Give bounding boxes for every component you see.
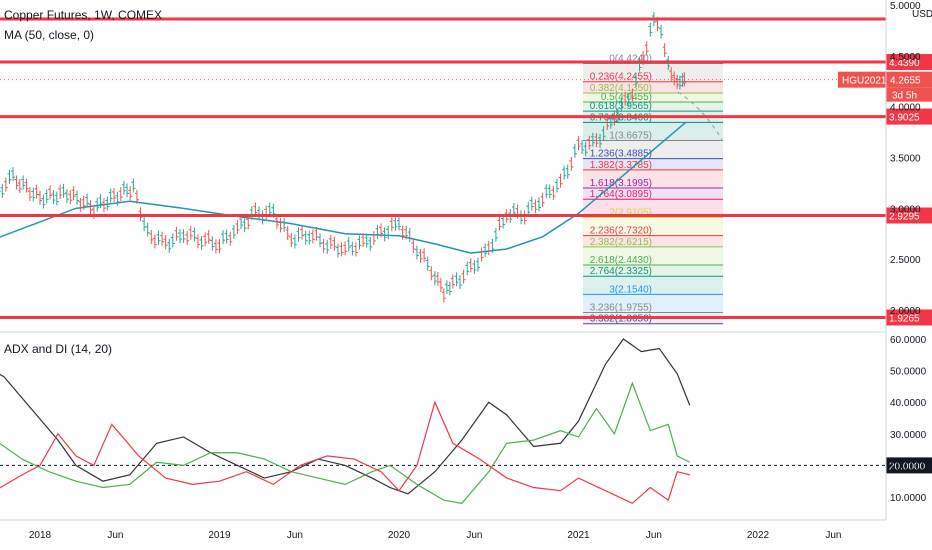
ma-legend: MA (50, close, 0): [4, 28, 94, 42]
fib-level-label: 2.764(2.3325): [590, 266, 652, 277]
fib-zone: [583, 92, 723, 103]
countdown-label: 3d 5h: [892, 91, 917, 102]
price-axis-tick: 2.0000: [890, 306, 921, 317]
adx-pane[interactable]: 20.0000: [0, 338, 932, 505]
fib-zone: [583, 246, 723, 265]
ma-50-line: [0, 121, 687, 254]
level-price-badge: [886, 54, 932, 71]
price-axis-tick: 3.5000: [890, 154, 921, 165]
price-axis-tick: 3.0000: [890, 204, 921, 215]
time-axis-tick: 2020: [388, 530, 411, 541]
fib-level-label: 0(4.4240): [609, 54, 652, 65]
time-axis-tick: 2018: [29, 530, 52, 541]
time-axis-tick: Jun: [287, 530, 303, 541]
level-price-label: 1.9265: [889, 313, 920, 324]
adx-indicator-label: ADX and DI (14, 20): [4, 342, 113, 356]
fib-level-label: 1.618(3.1995): [590, 178, 652, 189]
countdown-badge: [886, 87, 932, 102]
adx-axis-tick: 20.0000: [890, 461, 927, 472]
fib-level-label: 1.236(3.4885): [590, 149, 652, 160]
fib-level-label: 3.382(1.8650): [590, 314, 652, 325]
fib-zone: [583, 264, 723, 277]
price-axis-tick: 4.0000: [890, 103, 921, 114]
time-axis-tick: Jun: [646, 530, 662, 541]
fib-zone: [583, 276, 723, 295]
adx-axis-tick: 60.0000: [890, 335, 927, 346]
fib-level-label: 2(2.9105): [609, 207, 652, 218]
fib-zone: [583, 188, 723, 200]
time-axis-tick: Jun: [825, 530, 841, 541]
currency-label: USD: [912, 9, 932, 20]
price-axis-tick: 5.0000: [890, 1, 921, 12]
current-price-badge: [838, 71, 932, 88]
fib-level-label: 1.764(3.0895): [590, 189, 652, 200]
symbol-title: Copper Futures, 1W, COMEX: [4, 8, 163, 22]
projection-line: [677, 91, 723, 141]
fib-zone: [583, 235, 723, 247]
fib-zone: [583, 63, 723, 82]
time-axis-tick: 2021: [567, 530, 590, 541]
fib-zone: [583, 158, 723, 170]
symbol-legend: Copper Futures, 1W, COMEX: [4, 8, 162, 22]
fib-level-label: 3.236(1.9755): [590, 302, 652, 313]
price-pane[interactable]: 0(4.4240) 0.236(4.2455)0.382(4.1350)0.5(4…: [0, 12, 932, 326]
price-axis-tick: 2.5000: [890, 255, 921, 266]
level-price-badge: [886, 309, 932, 326]
level-price-badge: [886, 108, 932, 125]
adx-axis-tick: 10.0000: [890, 493, 927, 504]
adx-legend: ADX and DI (14, 20): [4, 342, 112, 356]
fib-zone: [583, 169, 723, 189]
adx-axis-tick: 40.0000: [890, 398, 927, 409]
fib-level-label: 2.382(2.6215): [590, 237, 652, 248]
fib-level-label: 0.618(3.9565): [590, 101, 652, 112]
price-axis-tick: 4.5000: [890, 52, 921, 63]
fib-level-label: 0.382(4.1350): [590, 83, 652, 94]
time-axis-tick: 2019: [208, 530, 231, 541]
fib-level-label: 0.236(4.2455): [590, 72, 652, 83]
fib-level-label: 1.382(3.3785): [590, 160, 652, 171]
threshold-badge: [886, 457, 932, 474]
fib-zone: [583, 122, 723, 141]
time-axis-tick: Jun: [107, 530, 123, 541]
time-axis-tick: 2022: [747, 530, 770, 541]
fib-level-label: 3(2.1540): [609, 284, 652, 295]
time-axis-tick: Jun: [466, 530, 482, 541]
level-price-label: 3.9025: [889, 113, 920, 124]
fib-level-label: 2.236(2.7320): [590, 226, 652, 237]
fib-level-label: 0.5(4.0455): [601, 92, 652, 103]
level-price-badge: [886, 207, 932, 224]
fib-zone: [583, 217, 723, 236]
fib-zone: [583, 102, 723, 112]
adx-axis-tick: 30.0000: [890, 430, 927, 441]
ma-indicator-label: MA (50, close, 0): [4, 28, 95, 42]
current-price-value: 4.2655: [890, 76, 921, 87]
fib-level-label: 2.618(2.4430): [590, 255, 652, 266]
current-price-symbol: HGU2021: [842, 76, 887, 87]
fib-zone: [583, 81, 723, 93]
threshold-badge-label: 20.0000: [889, 461, 926, 472]
fib-level-label: 1(3.6675): [609, 130, 652, 141]
fib-zone: [583, 199, 723, 218]
adx-line: [0, 338, 691, 495]
level-price-label: 2.9295: [889, 212, 920, 223]
level-price-label: 4.4390: [889, 58, 920, 69]
di_plus-line: [0, 381, 691, 504]
di_minus-line: [0, 400, 690, 505]
adx-axis-tick: 50.0000: [890, 367, 927, 378]
fib-zone: [583, 294, 723, 313]
